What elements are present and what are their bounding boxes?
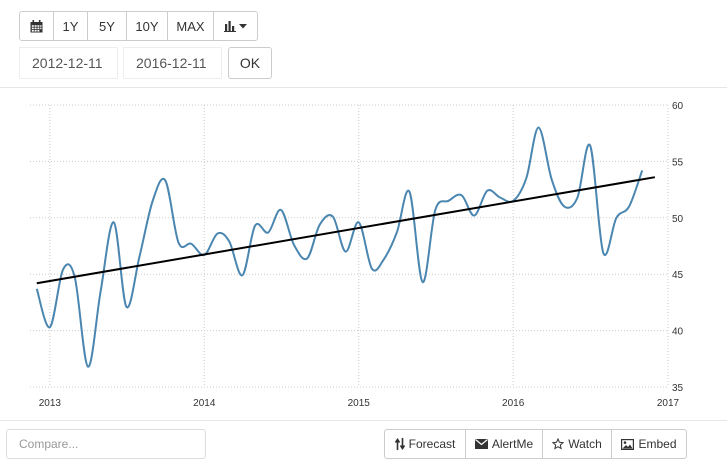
bar-chart-icon <box>224 20 236 32</box>
y-tick-label: 45 <box>672 270 684 281</box>
forecast-icon <box>394 438 405 450</box>
x-tick-label: 2013 <box>39 398 62 409</box>
embed-button[interactable]: Embed <box>611 429 687 459</box>
end-date-input[interactable]: 2016-12-11 <box>123 47 222 79</box>
y-tick-label: 40 <box>672 327 684 338</box>
compare-input[interactable]: Compare... <box>6 429 206 459</box>
calendar-button[interactable] <box>19 11 54 41</box>
axis-labels: 35 40 45 50 55 60 2013 2014 2015 2016 2017 <box>39 101 684 409</box>
envelope-icon <box>474 439 488 449</box>
range-5y-button[interactable]: 5Y <box>87 11 127 41</box>
start-date-input[interactable]: 2012-12-11 <box>19 47 118 79</box>
trend-line <box>36 176 656 285</box>
range-1y-button[interactable]: 1Y <box>53 11 88 41</box>
range-10y-button[interactable]: 10Y <box>126 11 168 41</box>
forecast-button[interactable]: Forecast <box>384 429 466 459</box>
alertme-button[interactable]: AlertMe <box>465 429 543 459</box>
y-tick-label: 60 <box>672 101 684 112</box>
series-line <box>35 126 644 368</box>
x-tick-label: 2016 <box>502 398 525 409</box>
y-tick-label: 50 <box>672 214 684 225</box>
tools-toolbar: Forecast AlertMe Watch Embed <box>384 429 687 459</box>
x-tick-label: 2017 <box>657 398 680 409</box>
x-tick-label: 2014 <box>193 398 216 409</box>
y-tick-label: 35 <box>672 383 684 394</box>
grid <box>30 104 669 388</box>
alertme-label: AlertMe <box>491 437 534 451</box>
star-icon <box>552 438 565 450</box>
range-max-button[interactable]: MAX <box>167 11 214 41</box>
image-icon <box>621 438 635 450</box>
series-layer <box>35 126 656 368</box>
range-toolbar: 1Y 5Y 10Y MAX <box>19 11 258 41</box>
watch-label: Watch <box>568 437 602 451</box>
x-tick-label: 2015 <box>348 398 371 409</box>
bottom-divider <box>0 420 727 421</box>
watch-button[interactable]: Watch <box>542 429 612 459</box>
embed-label: Embed <box>638 437 677 451</box>
calendar-icon <box>30 19 43 33</box>
line-chart: 35 40 45 50 55 60 2013 2014 2015 2016 2017 <box>30 101 684 409</box>
caret-down-icon <box>239 23 247 29</box>
y-tick-label: 55 <box>672 157 684 168</box>
chart-type-dropdown[interactable] <box>213 11 258 41</box>
top-divider <box>0 87 727 88</box>
forecast-label: Forecast <box>408 437 456 451</box>
ok-button[interactable]: OK <box>228 47 272 79</box>
